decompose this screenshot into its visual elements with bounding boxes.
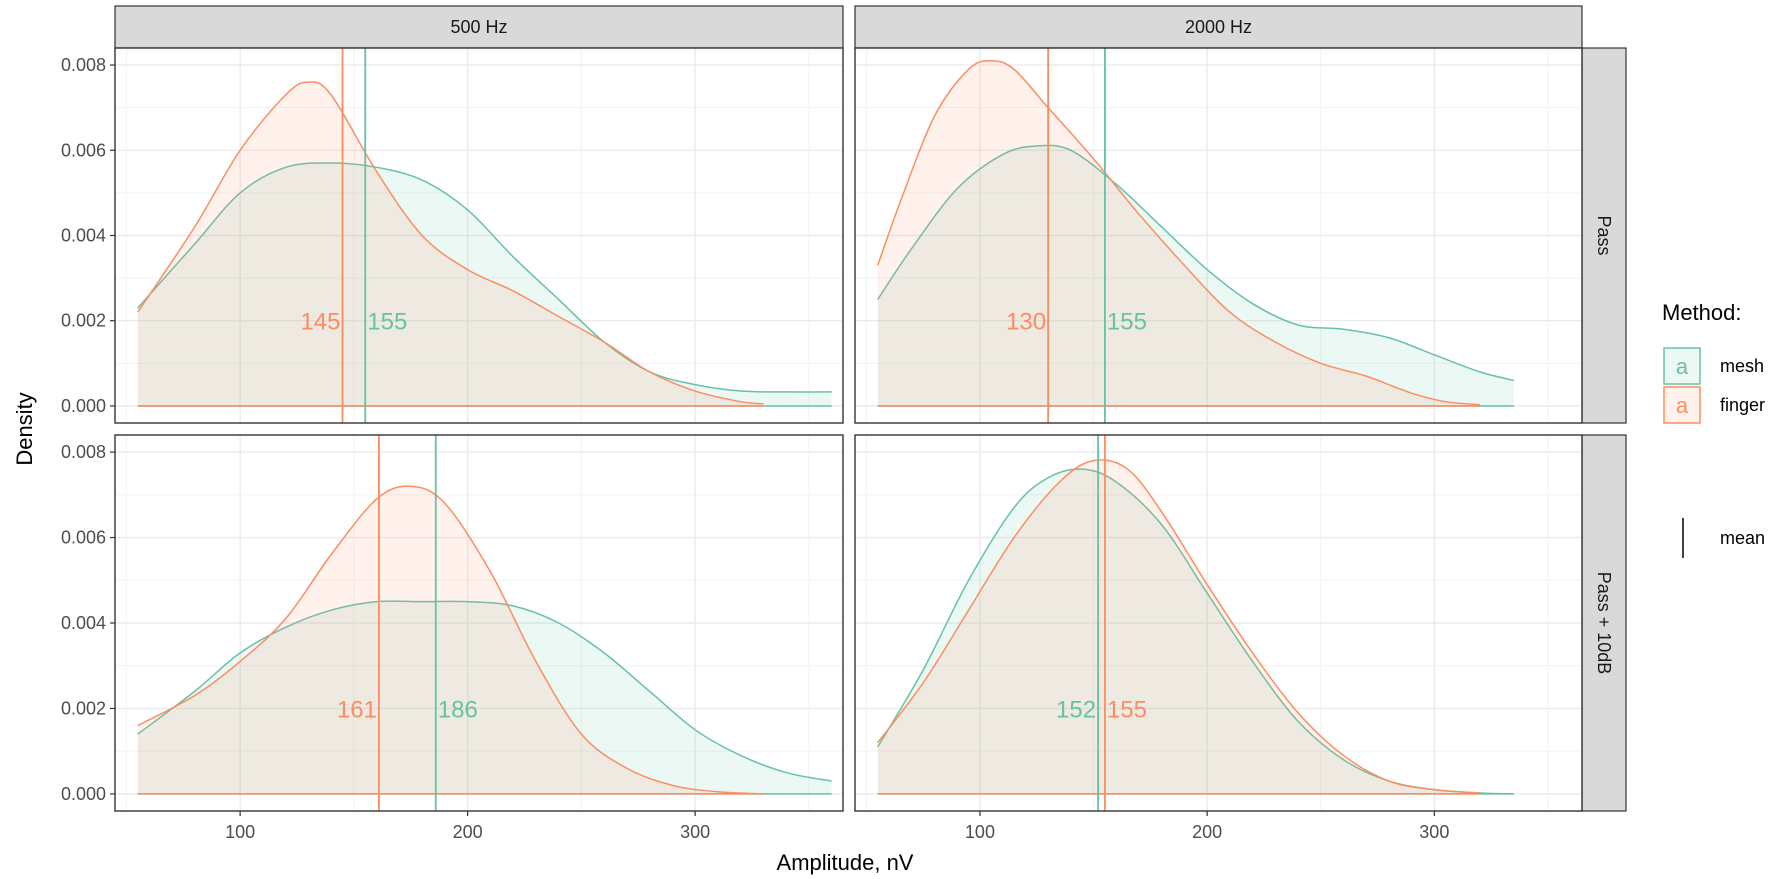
y-tick-label: 0.002 xyxy=(61,698,106,718)
legend-item-mesh: a mesh xyxy=(1664,348,1764,384)
mean-label-finger: 145 xyxy=(300,309,340,336)
x-tick-label: 300 xyxy=(1419,822,1449,842)
y-axis-title: Density xyxy=(12,392,37,465)
mean-label-mesh: 152 xyxy=(1056,696,1096,723)
panel-2000-hz-pass: 130 155 xyxy=(855,48,1582,423)
y-tick-label: 0.004 xyxy=(61,613,106,633)
panel-2000-hz-pass-10db: 152 155 xyxy=(855,435,1582,811)
legend-title: Method: xyxy=(1662,300,1742,325)
strip-col-label: 2000 Hz xyxy=(1185,17,1252,37)
legend-key-glyph: a xyxy=(1676,393,1689,418)
strip-col-label: 500 Hz xyxy=(450,17,507,37)
legend-item-finger: a finger xyxy=(1664,387,1765,423)
panels: 500 Hz 2000 Hz Pass Pass + 10dB 0.000 0.002 0.… xyxy=(61,6,1626,842)
y-tick-label: 0.006 xyxy=(61,140,106,160)
x-tick-label: 200 xyxy=(1192,822,1222,842)
x-axis-title: Amplitude, nV xyxy=(777,850,914,875)
mean-label-mesh: 186 xyxy=(438,696,478,723)
x-tick-label: 200 xyxy=(453,822,483,842)
y-tick-label: 0.008 xyxy=(61,55,106,75)
y-tick-label: 0.006 xyxy=(61,528,106,548)
x-tick-label: 100 xyxy=(225,822,255,842)
y-tick-label: 0.000 xyxy=(61,784,106,804)
strip-row-label: Pass xyxy=(1594,215,1614,255)
legend: Method: mean a mesh a finger xyxy=(1662,300,1765,558)
mean-label-mesh: 155 xyxy=(1107,309,1147,336)
legend-item-label: mesh xyxy=(1720,356,1764,376)
x-tick-label: 300 xyxy=(680,822,710,842)
y-tick-label: 0.000 xyxy=(61,396,106,416)
mean-label-finger: 161 xyxy=(337,696,377,723)
mean-label-mesh: 155 xyxy=(367,309,407,336)
panel-500-hz-pass: 145 155 xyxy=(115,48,843,423)
panel-500-hz-pass-10db: 161 186 xyxy=(115,435,843,811)
y-tick-label: 0.004 xyxy=(61,226,106,246)
y-tick-label: 0.008 xyxy=(61,442,106,462)
mean-label-finger: 130 xyxy=(1006,309,1046,336)
legend-item-label: finger xyxy=(1720,395,1765,415)
strip-row-label: Pass + 10dB xyxy=(1594,572,1614,675)
legend-key-glyph: a xyxy=(1676,354,1689,379)
x-tick-label: 100 xyxy=(965,822,995,842)
legend-mean-label: mean xyxy=(1720,528,1765,548)
y-tick-label: 0.002 xyxy=(61,311,106,331)
mean-label-finger: 155 xyxy=(1107,696,1147,723)
